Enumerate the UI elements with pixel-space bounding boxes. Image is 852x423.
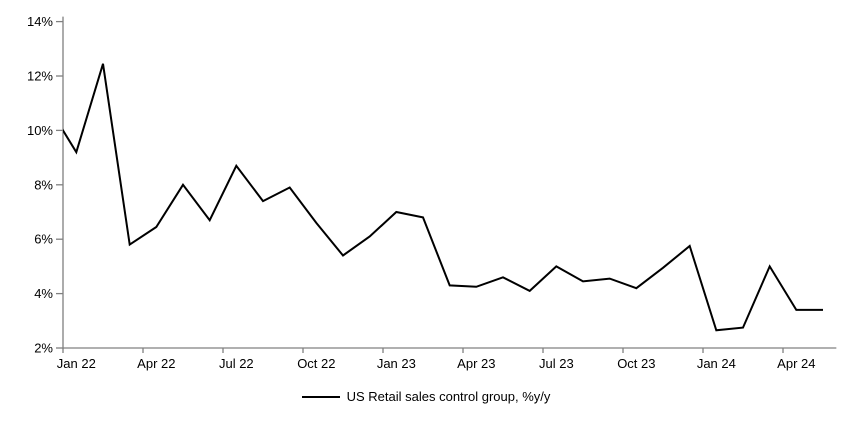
x-tick-label: Oct 23: [617, 356, 655, 371]
y-tick-label: 8%: [34, 177, 53, 192]
legend-line-swatch: [301, 396, 340, 398]
legend-label: US Retail sales control group, %y/y: [346, 389, 551, 404]
x-tick-label: Apr 22: [137, 356, 175, 371]
x-tick-label: Apr 24: [777, 356, 815, 371]
y-tick-label: 14%: [27, 14, 53, 29]
y-tick-label: 12%: [27, 69, 53, 84]
x-tick-label: Jan 24: [697, 356, 736, 371]
x-tick-label: Jan 22: [57, 356, 96, 371]
y-tick-label: 10%: [27, 123, 53, 138]
x-tick-label: Jul 22: [219, 356, 254, 371]
x-tick-label: Jan 23: [377, 356, 416, 371]
x-tick-label: Oct 22: [297, 356, 335, 371]
x-tick-label: Jul 23: [539, 356, 574, 371]
y-tick-label: 6%: [34, 232, 53, 247]
x-tick-label: Apr 23: [457, 356, 495, 371]
chart-legend: US Retail sales control group, %y/y: [0, 389, 852, 405]
y-tick-label: 4%: [34, 286, 53, 301]
retail-sales-data-line: [63, 63, 823, 332]
y-tick-label: 2%: [34, 341, 53, 356]
